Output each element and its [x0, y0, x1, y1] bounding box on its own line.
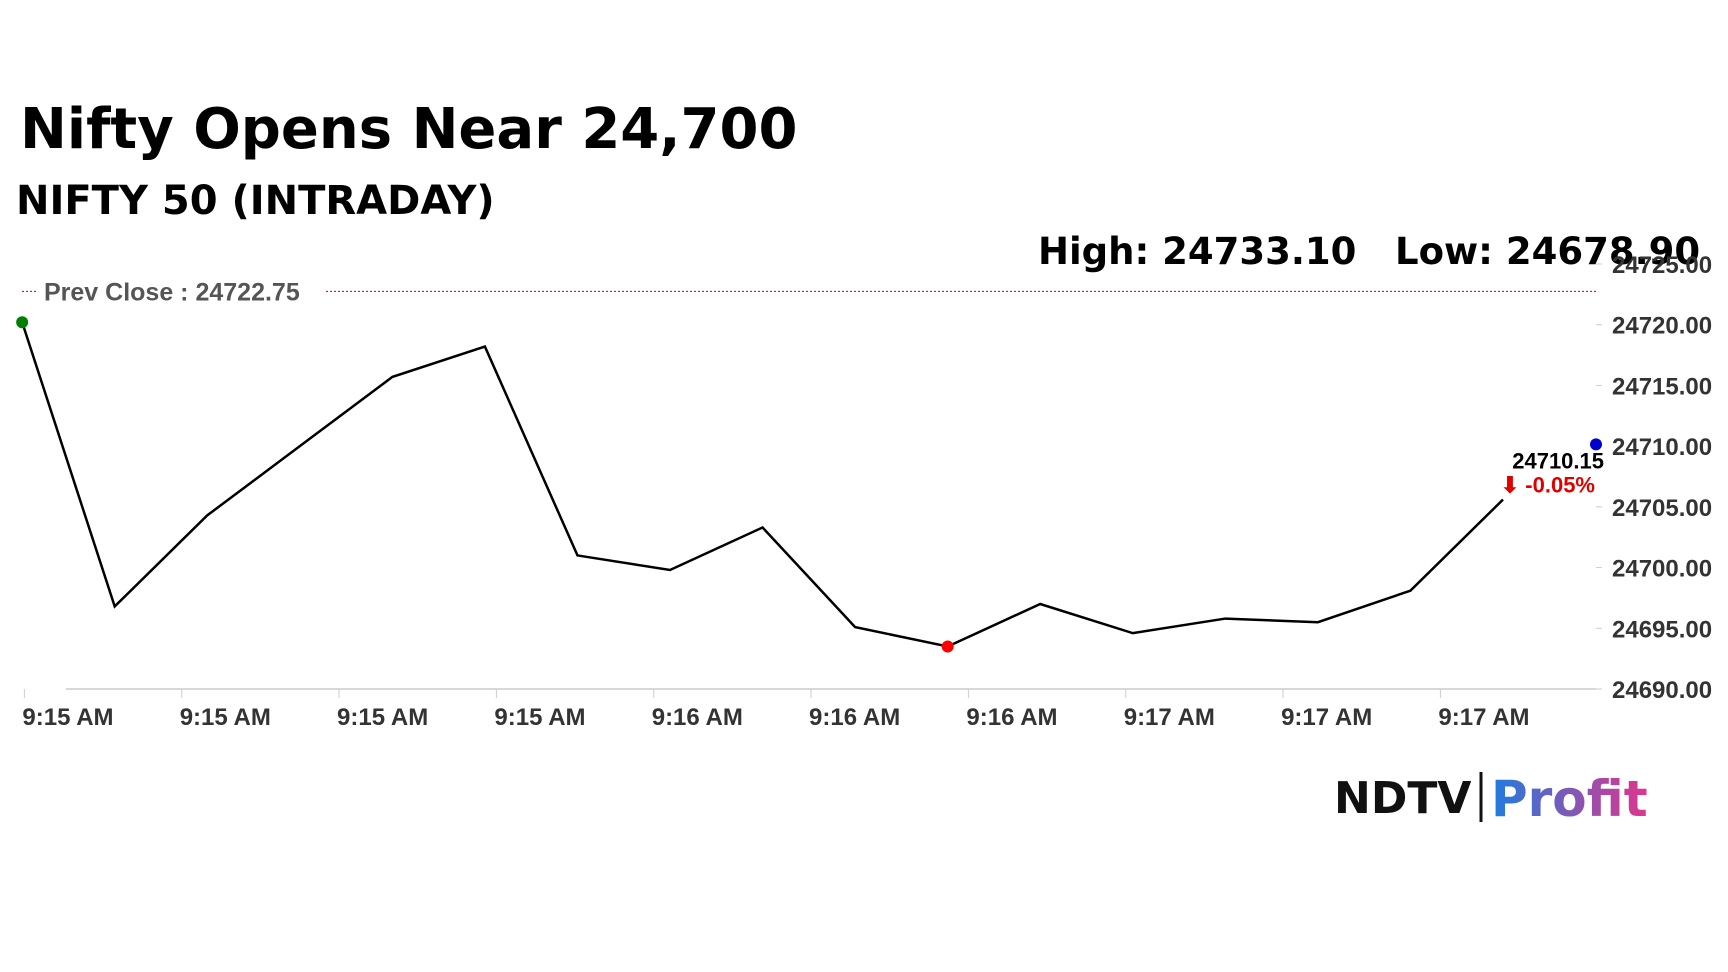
marker	[16, 316, 29, 329]
x-tick-label: 9:17 AM	[1438, 704, 1529, 731]
x-tick-label: 9:15 AM	[180, 704, 271, 731]
logo-product: Profit	[1491, 770, 1648, 828]
x-tick-label: 9:15 AM	[494, 704, 585, 731]
x-tick-label: 9:15 AM	[22, 704, 113, 731]
prev-close-bg	[36, 275, 326, 306]
last-change: ⬇ -0.05%	[1501, 472, 1595, 497]
high-label: High: 24733.10	[1038, 230, 1356, 273]
prev-close-label: Prev Close : 24722.75	[44, 278, 300, 306]
line	[20, 321, 1504, 648]
last-marker	[1590, 438, 1602, 451]
y-tick-label: 24700.00	[1612, 556, 1712, 583]
y-tick-label: 24720.00	[1612, 313, 1712, 340]
x-tick-label: 9:15 AM	[337, 704, 428, 731]
x-tick-label: 9:16 AM	[809, 704, 900, 731]
marker	[941, 640, 954, 653]
chart-subtitle: NIFTY 50 (INTRADAY)	[16, 178, 495, 224]
x-tick-label: 9:16 AM	[652, 704, 743, 731]
last-label: 24710.15	[1512, 448, 1604, 473]
y-tick-label: 24695.00	[1612, 616, 1712, 643]
y-tick-label: 24715.00	[1612, 373, 1712, 400]
x-tick-label: 9:17 AM	[1281, 704, 1372, 731]
y-tick-label: 24690.00	[1612, 677, 1712, 704]
logo-brand: NDTV	[1334, 773, 1471, 824]
y-tick-label: 24725.00	[1612, 252, 1712, 279]
chart-title: Nifty Opens Near 24,700	[20, 97, 797, 162]
low-label: Low: 24678.90	[1395, 230, 1700, 273]
x-tick-label: 9:16 AM	[966, 704, 1057, 731]
y-tick-label: 24705.00	[1612, 495, 1712, 522]
x-tick-label: 9:17 AM	[1124, 704, 1215, 731]
y-tick-label: 24710.00	[1612, 434, 1712, 461]
